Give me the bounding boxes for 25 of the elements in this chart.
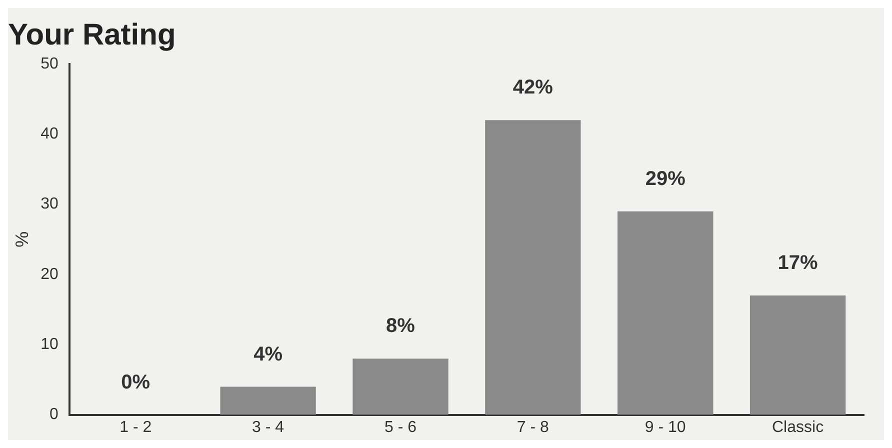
- bar: [485, 120, 581, 415]
- data-label: 42%: [512, 76, 554, 99]
- x-tick-label: 9 - 10: [644, 418, 686, 436]
- y-tick-label: 40: [40, 126, 58, 143]
- x-tick-label: 7 - 8: [516, 418, 550, 436]
- x-tick-label: Classic: [772, 418, 824, 436]
- x-tick-label: 3 - 4: [252, 418, 284, 436]
- y-tick-label: 20: [40, 266, 58, 283]
- bar: [750, 296, 846, 415]
- data-label: 0%: [121, 371, 150, 394]
- y-axis-title: %: [12, 231, 32, 248]
- data-label: 8%: [386, 315, 416, 338]
- x-tick-label: 1 - 2: [120, 418, 152, 436]
- x-tick-label: 5 - 6: [384, 418, 417, 436]
- bar: [618, 211, 714, 415]
- y-tick-label: 0: [49, 406, 58, 424]
- y-tick-label: 10: [40, 336, 58, 354]
- y-tick-label: 50: [40, 55, 58, 72]
- data-label: 29%: [645, 168, 686, 190]
- chart-title: Your Rating: [8, 18, 176, 52]
- data-label: 17%: [778, 252, 818, 274]
- data-label: 4%: [254, 343, 283, 366]
- bar: [220, 386, 316, 415]
- bar: [352, 358, 448, 415]
- y-tick-label: 30: [40, 196, 58, 213]
